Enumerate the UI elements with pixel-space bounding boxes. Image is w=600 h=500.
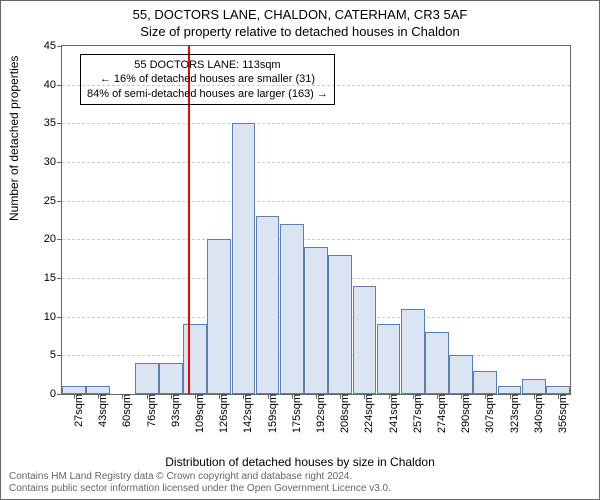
chart-plot-area: 05101520253035404527sqm43sqm60sqm76sqm93… <box>61 45 571 395</box>
annotation-line3: 84% of semi-detached houses are larger (… <box>87 87 328 101</box>
x-tick-label: 109sqm <box>192 394 206 433</box>
x-axis-label: Distribution of detached houses by size … <box>1 455 599 469</box>
title-main: 55, DOCTORS LANE, CHALDON, CATERHAM, CR3… <box>1 7 599 22</box>
gridline <box>62 123 570 124</box>
footer-line2: Contains public sector information licen… <box>9 483 391 495</box>
x-tick-label: 208sqm <box>337 394 351 433</box>
y-tick-label: 10 <box>44 311 62 323</box>
x-tick-label: 307sqm <box>482 394 496 433</box>
x-tick-label: 142sqm <box>240 394 254 433</box>
footer-line1: Contains HM Land Registry data © Crown c… <box>9 471 391 483</box>
x-tick-label: 290sqm <box>458 394 472 433</box>
histogram-bar <box>377 324 401 394</box>
x-tick-label: 126sqm <box>216 394 230 433</box>
annotation-line2: ← 16% of detached houses are smaller (31… <box>87 72 328 86</box>
x-tick-label: 192sqm <box>313 394 327 433</box>
x-tick-label: 323sqm <box>507 394 521 433</box>
histogram-bar <box>498 386 522 394</box>
histogram-bar <box>256 216 280 394</box>
gridline <box>62 162 570 163</box>
histogram-bar <box>232 123 256 394</box>
annotation-box: 55 DOCTORS LANE: 113sqm← 16% of detached… <box>80 54 335 105</box>
x-tick-label: 175sqm <box>289 394 303 433</box>
histogram-bar <box>135 363 159 394</box>
x-tick-label: 76sqm <box>144 394 158 427</box>
y-tick-label: 5 <box>50 349 62 361</box>
y-tick-label: 15 <box>44 272 62 284</box>
y-tick-label: 0 <box>50 388 62 400</box>
y-tick-label: 45 <box>44 40 62 52</box>
histogram-bar <box>159 363 183 394</box>
y-tick-label: 40 <box>44 79 62 91</box>
title-sub: Size of property relative to detached ho… <box>1 24 599 39</box>
x-tick-label: 43sqm <box>95 394 109 427</box>
x-tick-label: 224sqm <box>361 394 375 433</box>
y-axis-label: Number of detached properties <box>7 56 21 221</box>
x-tick-label: 93sqm <box>168 394 182 427</box>
histogram-bar <box>353 286 377 394</box>
annotation-line1: 55 DOCTORS LANE: 113sqm <box>87 58 328 72</box>
x-tick-label: 241sqm <box>386 394 400 433</box>
histogram-bar <box>401 309 425 394</box>
x-tick-label: 257sqm <box>410 394 424 433</box>
y-tick-label: 25 <box>44 195 62 207</box>
histogram-bar <box>522 379 546 394</box>
histogram-bar <box>425 332 449 394</box>
x-tick-label: 356sqm <box>555 394 569 433</box>
gridline <box>62 201 570 202</box>
x-tick-label: 159sqm <box>265 394 279 433</box>
footer-attribution: Contains HM Land Registry data © Crown c… <box>9 471 391 495</box>
chart-container: 55, DOCTORS LANE, CHALDON, CATERHAM, CR3… <box>0 0 600 500</box>
histogram-bar <box>86 386 110 394</box>
histogram-bar <box>207 239 231 394</box>
histogram-bar <box>183 324 207 394</box>
y-tick-label: 20 <box>44 233 62 245</box>
histogram-bar <box>62 386 86 394</box>
x-tick-label: 340sqm <box>531 394 545 433</box>
histogram-bar <box>280 224 304 394</box>
y-tick-label: 30 <box>44 156 62 168</box>
x-tick-label: 27sqm <box>71 394 85 427</box>
gridline <box>62 239 570 240</box>
x-tick-label: 60sqm <box>119 394 133 427</box>
y-tick-label: 35 <box>44 117 62 129</box>
x-tick-label: 274sqm <box>434 394 448 433</box>
histogram-bar <box>328 255 352 394</box>
histogram-bar <box>449 355 473 394</box>
histogram-bar <box>473 371 497 394</box>
histogram-bar <box>546 386 570 394</box>
histogram-bar <box>304 247 328 394</box>
